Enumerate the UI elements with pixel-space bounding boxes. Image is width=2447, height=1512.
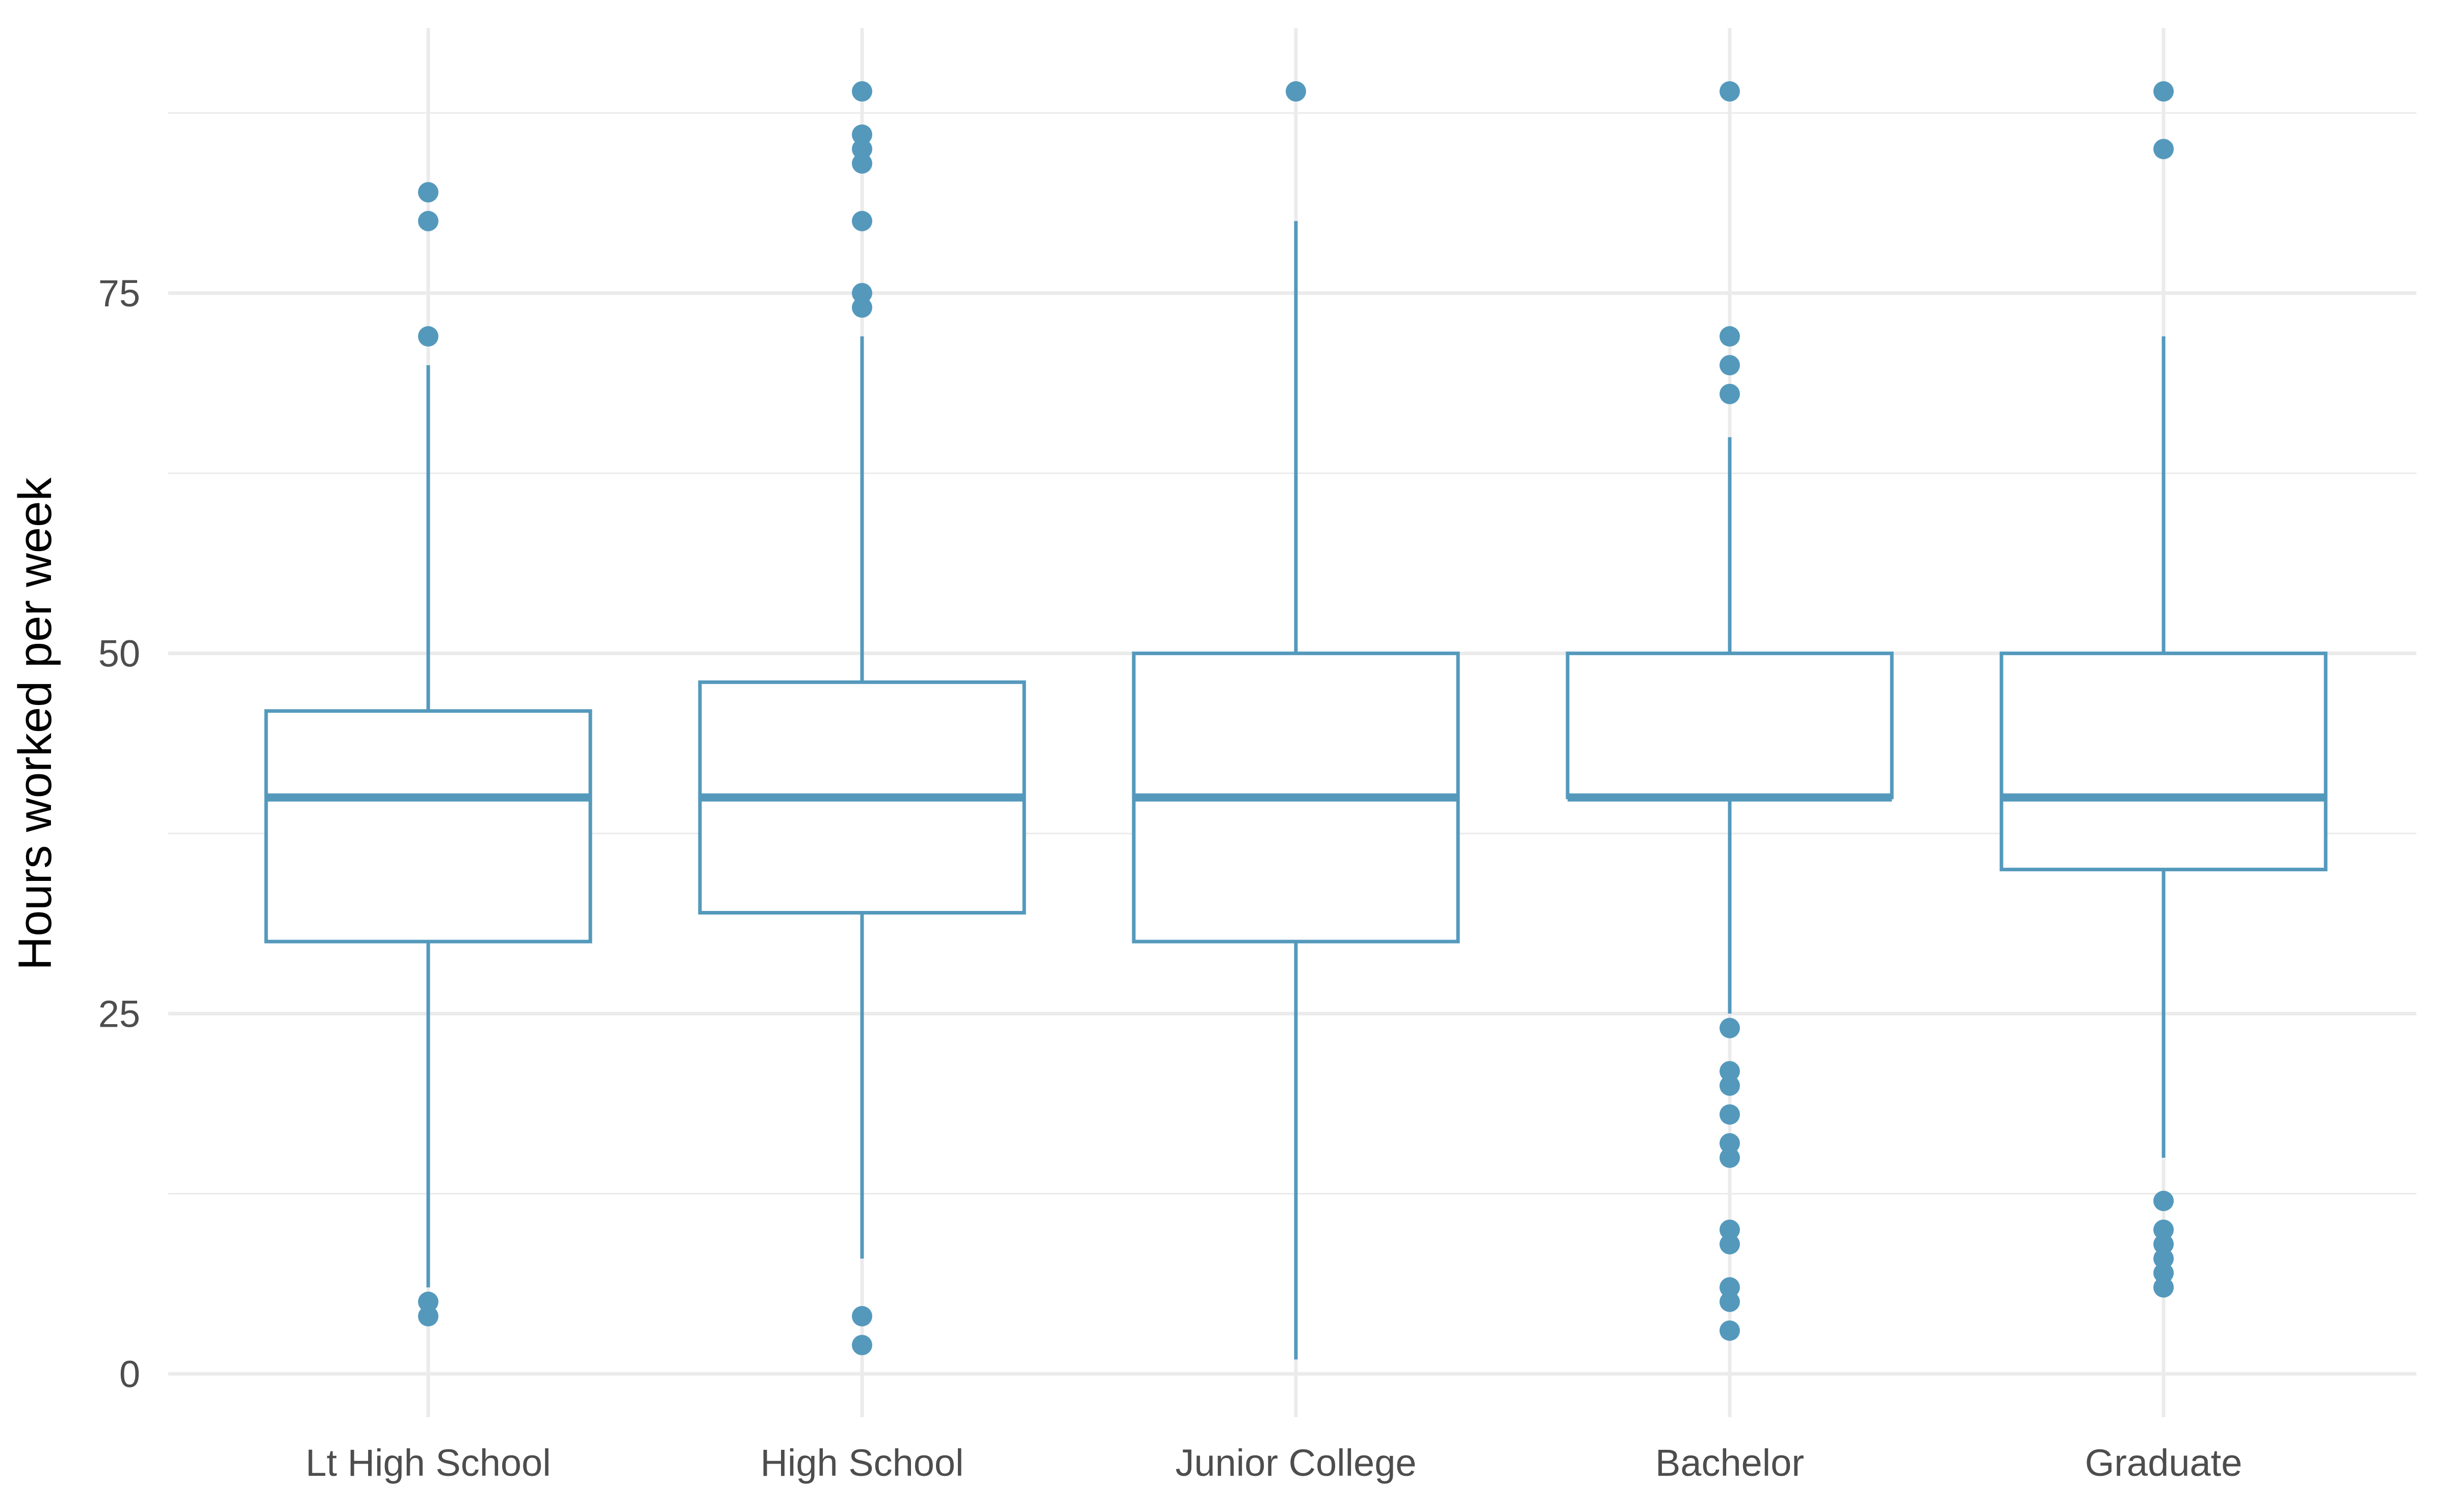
outlier-point <box>852 283 872 303</box>
outlier-point <box>852 1306 872 1326</box>
outlier-point <box>852 153 872 174</box>
x-tick-label: Lt High School <box>305 1442 551 1484</box>
outlier-point <box>1720 1018 1740 1038</box>
box-group <box>1132 81 1460 1360</box>
outlier-point <box>1720 1075 1740 1096</box>
outlier-point <box>852 211 872 231</box>
outlier-point <box>1286 81 1306 102</box>
box-series <box>264 81 2328 1360</box>
outlier-point <box>1720 1219 1740 1240</box>
outlier-point <box>1720 355 1740 376</box>
outlier-point <box>1720 383 1740 404</box>
outlier-point <box>1720 1277 1740 1298</box>
y-tick-label: 25 <box>98 993 140 1035</box>
outlier-point <box>2153 1277 2174 1298</box>
box-iqr <box>1999 651 2328 872</box>
outlier-point <box>852 124 872 145</box>
x-axis-tick-labels: Lt High School High School Junior College B… <box>305 1442 2242 1484</box>
outlier-point <box>1720 1291 1740 1312</box>
outlier-point <box>418 211 438 231</box>
x-tick-label: High School <box>760 1442 964 1484</box>
outlier-point <box>1720 1234 1740 1255</box>
y-tick-label: 0 <box>119 1353 140 1395</box>
outlier-point <box>852 139 872 160</box>
outlier-point <box>418 1291 438 1312</box>
outlier-point <box>418 326 438 347</box>
y-tick-label: 50 <box>98 633 140 675</box>
outlier-point <box>418 1306 438 1326</box>
box-iqr <box>264 709 592 944</box>
outlier-point <box>852 1335 872 1355</box>
box-group <box>1566 81 1894 1341</box>
outlier-point <box>1720 81 1740 102</box>
outlier-point <box>2153 1263 2174 1284</box>
outlier-point <box>1720 1320 1740 1341</box>
y-axis-title: Hours worked per week <box>9 477 61 970</box>
y-axis-tick-labels: 0 25 50 75 <box>98 272 140 1395</box>
box-group <box>264 182 592 1326</box>
x-tick-label: Junior College <box>1175 1442 1416 1484</box>
outlier-point <box>2153 1248 2174 1269</box>
y-tick-label: 75 <box>98 272 140 315</box>
outlier-point <box>2153 1234 2174 1255</box>
outlier-point <box>2153 81 2174 102</box>
outlier-point <box>852 81 872 102</box>
x-tick-label: Bachelor <box>1655 1442 1804 1484</box>
outlier-point <box>1720 1148 1740 1168</box>
x-tick-label: Graduate <box>2085 1442 2243 1484</box>
outlier-point <box>1720 1133 1740 1154</box>
outlier-point <box>418 182 438 203</box>
box-group <box>1999 81 2328 1298</box>
box-iqr <box>1566 651 1894 799</box>
outlier-point <box>2153 1219 2174 1240</box>
outlier-point <box>1720 1104 1740 1125</box>
outlier-point <box>2153 139 2174 160</box>
outlier-point <box>2153 1190 2174 1211</box>
outlier-point <box>852 297 872 318</box>
outlier-point <box>1720 326 1740 347</box>
outlier-point <box>1720 1061 1740 1082</box>
box-group <box>698 81 1026 1355</box>
